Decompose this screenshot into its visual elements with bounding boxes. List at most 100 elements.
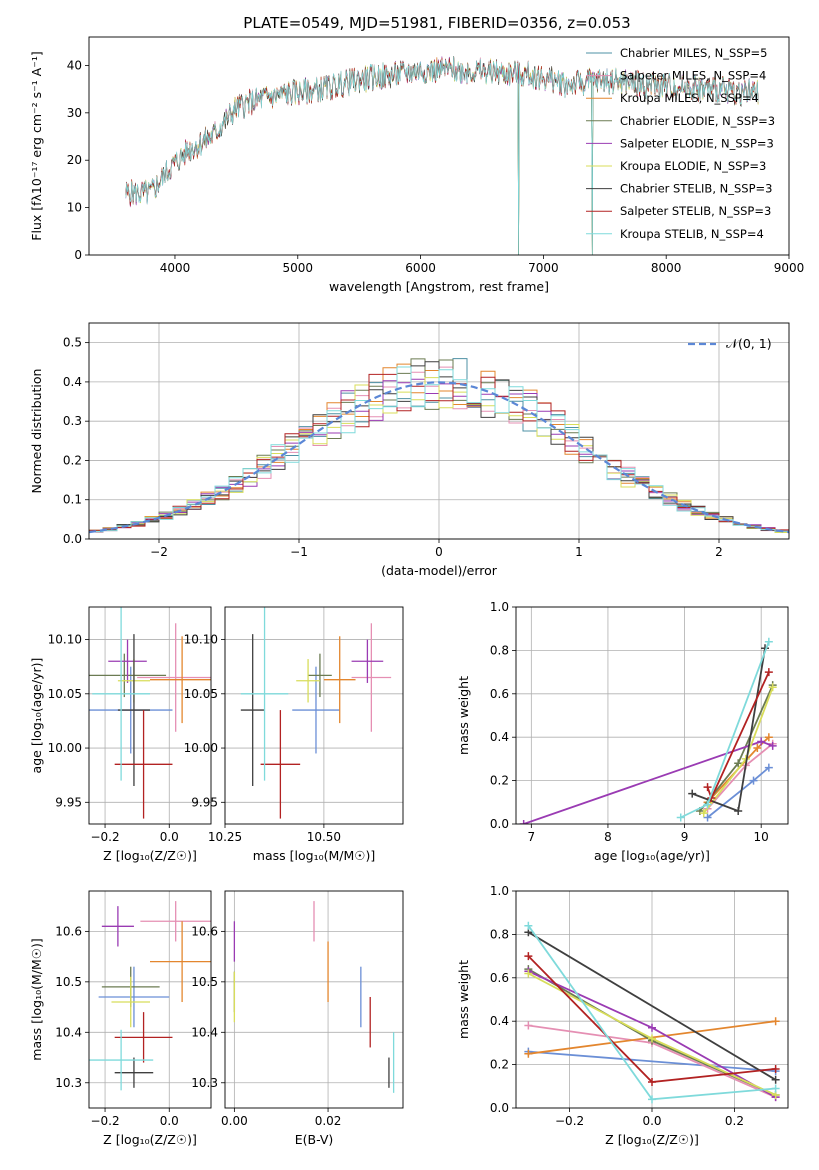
x-axis-label: Z [log₁₀(Z/Z☉)] (605, 1132, 699, 1147)
y-tick-label: 1.0 (490, 600, 509, 614)
residuals-panel: −2 −1 0 1 2 0.0 0.1 0.2 0.3 0.4 0.5 (data-model)/er… (29, 322, 790, 578)
x-tick-label: −0.2 (90, 830, 119, 844)
y-tick-label: 20 (67, 153, 82, 167)
y-tick-label: 0.6 (490, 971, 509, 985)
y-tick-label: 9.95 (191, 795, 218, 809)
age-vs-Z-panel: −0.2 0.0 9.95 10.00 10.05 10.10 Z [log₁₀(Z/Z☉)… (29, 606, 212, 863)
weight-marker (519, 820, 528, 824)
mass-vs-EBV-panel: 0.00 0.02 10.3 10.4 10.5 10.6 E(B-V) (191, 890, 404, 1147)
mass-vs-EBV-data (233, 901, 395, 1093)
y-tick-label: 10.6 (55, 924, 82, 938)
y-tick-label: 0.4 (490, 1014, 509, 1028)
y-tick-label: 10.05 (48, 687, 82, 701)
age-vs-mass-panel: 10.25 10.50 9.95 10.00 10.05 10.10 mass [log₁₀… (184, 606, 404, 863)
weight-marker (648, 1034, 656, 1043)
x-tick-label: 9 (681, 830, 689, 844)
x-tick-label: 5000 (282, 261, 313, 275)
legend-label: Kroupa ELODIE, N_SSP=3 (620, 159, 766, 173)
axes-frame (88, 322, 790, 540)
y-tick-label: 1.0 (490, 884, 509, 898)
x-tick-label: 7 (528, 830, 536, 844)
weight-marker (764, 668, 773, 677)
weight-marker (771, 1064, 780, 1073)
x-tick-label: 0.00 (221, 1114, 248, 1128)
weight-line-6 (527, 931, 777, 1081)
weight-marker (703, 800, 712, 809)
x-tick-label: 6000 (405, 261, 436, 275)
plots: 4000 5000 6000 7000 8000 9000010203040wavelen… (29, 36, 805, 1147)
legend-label: Salpeter STELIB, N_SSP=3 (620, 204, 771, 218)
mass-weight-vs-age-panel: 7 8 9 10 0.0 0.2 0.4 0.6 0.8 1.0 age [log₁₀(age/yr… (456, 600, 789, 863)
x-axis-label: Z [log₁₀(Z/Z☉)] (103, 848, 197, 863)
weight-marker (524, 921, 533, 930)
spectrum-series-8 (125, 56, 759, 255)
x-tick-label: 8 (604, 830, 612, 844)
spectrum-series-3 (125, 56, 759, 255)
y-tick-label: 0.3 (63, 414, 82, 428)
weight-marker (648, 1077, 656, 1086)
y-tick-label: 40 (67, 58, 82, 72)
legend-label: Chabrier ELODIE, N_SSP=3 (620, 114, 775, 128)
y-tick-label: 10.05 (184, 687, 218, 701)
legend-label: Salpeter ELODIE, N_SSP=3 (620, 136, 774, 150)
x-tick-label: 2 (715, 545, 723, 559)
age-vs-Z-data (89, 607, 211, 819)
x-tick-label: 10 (754, 830, 769, 844)
x-tick-label: 8000 (651, 261, 682, 275)
x-axis-label: wavelength [Angstrom, rest frame] (329, 279, 549, 294)
y-axis-label: mass weight (456, 676, 471, 755)
y-tick-label: 0.2 (63, 453, 82, 467)
weight-marker (771, 1075, 780, 1084)
y-tick-label: 10.6 (191, 924, 218, 938)
mass-vs-Z-panel: −0.2 0.0 10.3 10.4 10.5 10.6 Z [log₁₀(Z/Z☉)] ma… (29, 890, 212, 1147)
x-tick-label: 0.0 (160, 1114, 179, 1128)
weight-line-8 (680, 641, 770, 819)
x-tick-label: 0.2 (725, 1114, 744, 1128)
weight-marker (771, 1017, 780, 1026)
weight-marker (764, 763, 773, 772)
x-tick-label: 1 (575, 545, 583, 559)
weight-marker (648, 1095, 656, 1104)
y-tick-label: 0.8 (490, 643, 509, 657)
mass-vs-Z-data (89, 901, 211, 1091)
axes-frame (515, 890, 789, 1109)
weight-marker (524, 1049, 533, 1058)
x-tick-label: −0.2 (90, 1114, 119, 1128)
histogram-series-7 (89, 373, 789, 531)
y-tick-label: 0.2 (490, 1058, 509, 1072)
y-axis-label: age [log₁₀(age/yr)] (29, 658, 44, 774)
weight-marker (768, 741, 777, 750)
y-tick-label: 0.5 (63, 336, 82, 350)
x-axis-label: (data-model)/error (381, 563, 498, 578)
figure-title: PLATE=0549, MJD=51981, FIBERID=0356, z=0… (243, 14, 630, 32)
spectrum-panel: 4000 5000 6000 7000 8000 9000 0 10 20 30 40 wavelen… (29, 36, 805, 294)
x-tick-label: −0.2 (555, 1114, 584, 1128)
weight-marker (524, 952, 533, 961)
x-axis-label: age [log₁₀(age/yr)] (594, 848, 710, 863)
y-tick-label: 10.4 (191, 1025, 218, 1039)
y-tick-label: 0.0 (490, 1101, 509, 1115)
x-tick-label: 0 (435, 545, 443, 559)
weight-marker (757, 737, 766, 746)
weight-marker (699, 809, 708, 818)
axes-frame (88, 606, 212, 825)
x-tick-label: 9000 (774, 261, 805, 275)
y-tick-label: 0.1 (63, 493, 82, 507)
y-tick-label: 10.4 (55, 1025, 82, 1039)
legend-label: Chabrier STELIB, N_SSP=3 (620, 182, 772, 196)
y-tick-label: 30 (67, 106, 82, 120)
x-tick-label: 4000 (160, 261, 191, 275)
y-tick-label: 10.3 (191, 1076, 218, 1090)
legend-label: 𝒩(0, 1) (726, 336, 772, 351)
mass-weight-vs-age-data (519, 637, 777, 824)
weight-line-0 (528, 1050, 776, 1072)
x-axis-label: mass [log₁₀(M/M☉)] (253, 848, 375, 863)
y-tick-label: 10.5 (191, 975, 218, 989)
y-tick-label: 10.00 (48, 741, 82, 755)
x-tick-label: 0.0 (160, 830, 179, 844)
y-axis-label: Flux [fλ10⁻¹⁷ erg cm⁻² s⁻¹ A⁻¹] (29, 51, 44, 240)
spectrum-data (125, 56, 759, 255)
x-tick-label: −2 (150, 545, 168, 559)
y-tick-label: 0 (74, 248, 82, 262)
